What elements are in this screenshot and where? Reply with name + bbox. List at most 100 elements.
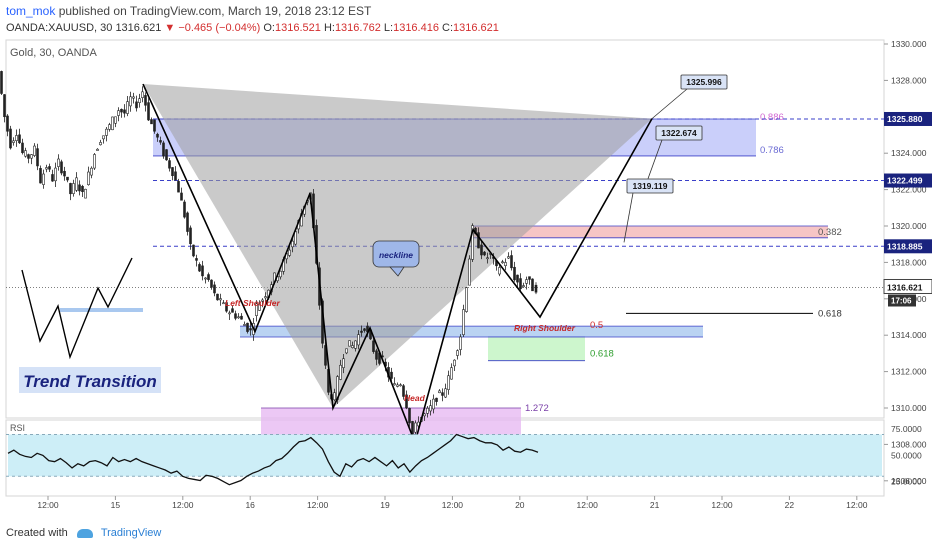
candle-body — [426, 407, 429, 414]
candle — [141, 86, 144, 103]
candle — [351, 341, 354, 349]
rsi-tick-label: 75.0000 — [891, 424, 922, 434]
candle — [12, 137, 15, 146]
rsi-label: RSI — [10, 423, 25, 433]
candle-body — [219, 298, 222, 301]
candle — [456, 349, 459, 360]
candle-body — [12, 140, 15, 143]
candle — [291, 238, 294, 253]
x-tick-label: 12:00 — [307, 500, 329, 510]
candle-body — [87, 171, 90, 186]
candle-body — [501, 261, 504, 264]
level-price-tag — [884, 239, 932, 254]
candle — [219, 293, 222, 306]
candle — [165, 149, 168, 161]
candle — [21, 138, 24, 155]
candle-body — [342, 358, 345, 368]
candle-body — [402, 385, 405, 397]
candle-body — [279, 270, 282, 278]
candle — [390, 367, 393, 383]
candle-body — [249, 328, 252, 331]
candle — [69, 182, 72, 201]
candle — [228, 310, 231, 321]
candle-body — [72, 183, 75, 194]
candle — [429, 399, 432, 416]
candle — [153, 119, 156, 134]
callout-pointer — [623, 192, 634, 243]
candle — [54, 162, 57, 187]
candle-body — [186, 212, 189, 232]
candle — [177, 178, 180, 193]
candle-body — [108, 124, 111, 130]
candle — [216, 293, 219, 301]
level-price-tag — [884, 173, 932, 188]
candle — [186, 211, 189, 236]
trend-sketch-line — [21, 257, 133, 360]
candle — [0, 70, 3, 96]
candle — [261, 298, 264, 308]
price-callout: 1325.996 — [651, 74, 728, 119]
low-value: 1316.416 — [393, 22, 439, 34]
candle — [249, 322, 252, 336]
candle-body — [237, 316, 240, 319]
candle — [36, 143, 39, 171]
candle-body — [462, 309, 465, 336]
down-arrow-icon: ▼ — [164, 22, 176, 34]
candle — [204, 277, 207, 284]
candle — [105, 127, 108, 142]
fib-level-label: 1.272 — [525, 403, 549, 414]
candle-body — [471, 225, 474, 260]
candle — [42, 169, 45, 189]
candle — [51, 169, 54, 182]
candle-body — [153, 119, 156, 132]
tradingview-brand-link[interactable]: TradingView — [100, 527, 162, 539]
candle — [147, 98, 150, 122]
candle — [348, 340, 351, 347]
candle — [114, 116, 117, 128]
candle-body — [15, 135, 18, 141]
pattern-line — [142, 83, 653, 446]
candle — [30, 154, 33, 165]
candle — [345, 348, 348, 355]
candle — [138, 93, 141, 108]
candle-body — [177, 181, 180, 193]
candle-body — [99, 142, 102, 146]
candle — [414, 420, 417, 436]
callout-pointer — [651, 88, 688, 119]
candle — [516, 274, 519, 288]
candle — [498, 263, 501, 277]
chart-title: Gold, 30, OANDA — [10, 47, 97, 59]
candle-body — [9, 128, 12, 149]
callout-text: 1319.119 — [633, 181, 668, 191]
candle — [486, 252, 489, 264]
candle-body — [288, 249, 291, 256]
candle-body — [105, 128, 108, 136]
candle — [339, 359, 342, 381]
close-label: C: — [442, 22, 454, 34]
created-with-text: Created with — [6, 527, 68, 539]
fib-level-label: 0.886 — [760, 112, 784, 123]
author-link[interactable]: tom_mok — [6, 4, 56, 18]
candle — [324, 341, 327, 370]
candle-body — [126, 101, 129, 114]
candle-body — [90, 167, 93, 176]
price-callout: 1322.674 — [647, 125, 703, 179]
candle-body — [162, 142, 165, 157]
trend-sketch-zone — [60, 308, 143, 312]
y-tick-label: 1318.000 — [891, 257, 927, 267]
high-label: H: — [323, 22, 335, 34]
candle-body — [138, 98, 141, 103]
candle — [246, 322, 249, 334]
candle-body — [150, 119, 153, 125]
candle-body — [24, 150, 27, 157]
y-tick-label: 1314.000 — [891, 330, 927, 340]
candle — [84, 188, 87, 199]
candle — [78, 180, 81, 196]
candle — [123, 104, 126, 118]
chart-header: tom_mok published on TradingView.com, Ma… — [0, 0, 932, 40]
candle — [81, 184, 84, 197]
candle — [213, 281, 216, 297]
candle-body — [348, 340, 351, 347]
candle-body — [204, 277, 207, 280]
